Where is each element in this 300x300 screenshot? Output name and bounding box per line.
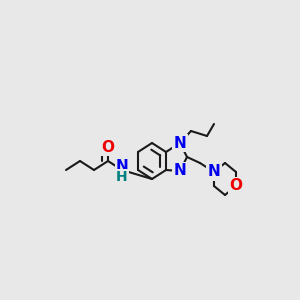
Text: N: N bbox=[116, 159, 128, 174]
Text: N: N bbox=[208, 164, 220, 179]
Text: H: H bbox=[116, 169, 128, 184]
Text: O: O bbox=[101, 140, 115, 154]
Text: N: N bbox=[174, 136, 186, 151]
Text: N: N bbox=[174, 164, 186, 178]
Text: O: O bbox=[230, 178, 242, 194]
